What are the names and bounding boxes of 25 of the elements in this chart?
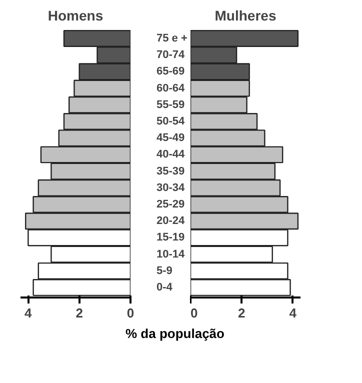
y-tick-label: 60-64	[156, 82, 186, 94]
chart-title: Mulheres	[214, 8, 276, 24]
y-tick-label: 0-4	[156, 282, 174, 294]
y-tick-label: 5-9	[156, 264, 172, 277]
x-tick-label: 2	[238, 306, 246, 320]
y-tick-label: 75 e +	[156, 32, 188, 44]
y-tick-label: 70-74	[156, 49, 186, 62]
y-tick-label: 50-54	[156, 115, 186, 128]
x-tick-label: 0	[126, 306, 134, 320]
y-tick-label: 10-14	[156, 248, 186, 260]
chart-title: Homens	[48, 8, 104, 24]
x-axis-title: % da população	[126, 325, 224, 343]
y-tick-label: 55-59	[156, 98, 185, 111]
y-tick-label: 25-29	[156, 198, 185, 211]
y-tick-label: 40-44	[156, 148, 186, 161]
x-tick-label: 4	[289, 306, 298, 320]
y-tick-label: 65-69	[156, 66, 185, 78]
x-tick-label: 2	[76, 306, 83, 320]
x-tick-label: 4	[24, 306, 33, 320]
y-tick-label: 15-19	[156, 232, 185, 244]
y-tick-label: 35-39	[156, 165, 185, 178]
x-tick-label: 0	[190, 306, 198, 320]
y-tick-label: 30-34	[156, 182, 186, 194]
y-tick-label: 20-24	[156, 215, 186, 228]
y-tick-label: 45-49	[156, 132, 185, 144]
